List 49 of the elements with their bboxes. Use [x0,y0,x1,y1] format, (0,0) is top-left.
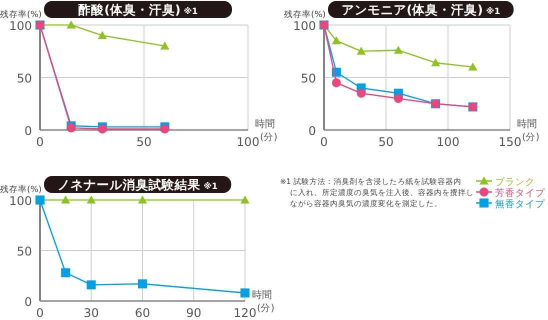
point [356,88,366,98]
x-tick-label: 50 [378,135,394,149]
point [240,196,250,204]
chart-title: ノネナール消臭試験結果 [58,177,202,192]
point [138,196,147,204]
point [66,20,76,28]
point [61,196,70,204]
x-tick-label: 50 [136,135,152,149]
legend-label: 無香タイプ [495,198,546,210]
chart-subtitle: ※1 [184,6,198,17]
y-axis-title: 残存率(%) [0,9,42,20]
legend-label: 芳香タイプ [495,187,546,199]
y-axis-title: 残存率(%) [0,184,42,195]
x-tick-label: 60 [134,306,150,320]
point [138,279,147,288]
y-tick-label: 50 [16,244,32,258]
point [394,94,403,103]
chart-subtitle: ※1 [204,181,218,192]
y-tick-label: 100 [9,194,32,208]
point [98,31,107,39]
chart-title: 酢酸(体臭・汗臭) [78,2,181,17]
y-tick-label: 100 [9,19,32,33]
point [431,58,440,66]
y-axis-title: 残存率(%) [284,9,326,20]
point [332,78,341,88]
y-tick-label: 0 [308,124,316,138]
point [356,46,366,55]
x-tick-label: 100 [436,135,460,149]
point [61,268,70,278]
point [468,62,478,70]
point [394,46,403,54]
y-tick-label: 100 [293,19,316,33]
x-tick-label: 0 [36,135,44,149]
point [240,288,250,298]
y-tick-label: 50 [300,72,316,86]
y-tick-label: 50 [16,72,32,86]
x-tick-label: 90 [186,306,202,320]
point [86,280,96,290]
x-tick-label: 0 [36,306,44,320]
chart-subtitle: ※1 [486,6,500,17]
x-tick-label: 30 [84,306,99,320]
point [332,36,341,44]
x-tick-label: 0 [320,135,328,149]
y-tick-label: 0 [24,295,32,309]
y-tick-label: 0 [24,124,32,138]
chart-title: アンモニア(体臭・汗臭) [342,2,483,17]
point [86,196,96,204]
legend-label: ブランク [495,176,535,188]
point [160,42,170,50]
